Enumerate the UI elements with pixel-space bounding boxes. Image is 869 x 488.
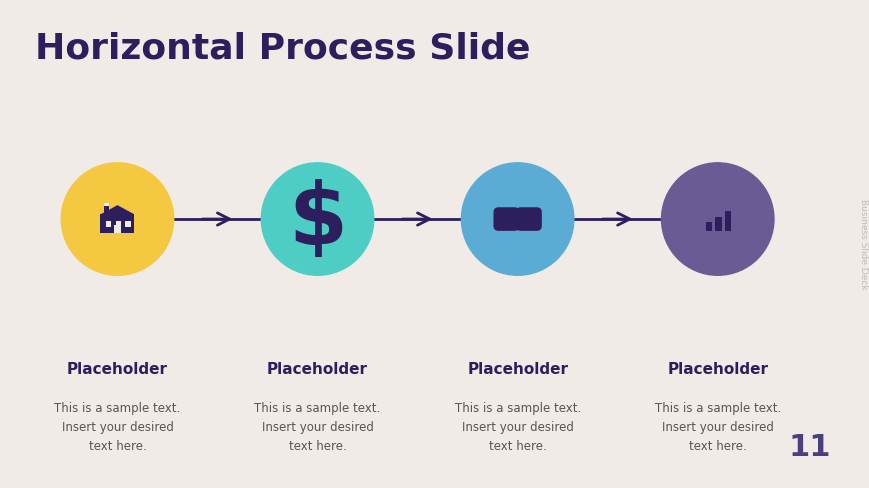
Text: Placeholder: Placeholder <box>67 361 168 376</box>
Circle shape <box>660 163 773 276</box>
Bar <box>513 218 521 222</box>
Bar <box>714 217 721 231</box>
Bar <box>116 222 121 227</box>
Bar <box>724 211 730 231</box>
Bar <box>100 215 135 233</box>
FancyBboxPatch shape <box>493 208 519 231</box>
Bar <box>103 204 109 206</box>
Text: This is a sample text.
Insert your desired
text here.: This is a sample text. Insert your desir… <box>653 402 780 452</box>
Bar <box>125 222 131 227</box>
Text: Business Slide Deck: Business Slide Deck <box>859 199 867 289</box>
Bar <box>105 222 111 227</box>
Text: 11: 11 <box>787 432 830 461</box>
Text: Horizontal Process Slide: Horizontal Process Slide <box>35 32 530 66</box>
Circle shape <box>261 163 374 276</box>
Bar <box>705 223 712 231</box>
Polygon shape <box>100 206 135 215</box>
Circle shape <box>461 163 574 276</box>
Text: This is a sample text.
Insert your desired
text here.: This is a sample text. Insert your desir… <box>54 402 181 452</box>
Circle shape <box>61 163 174 276</box>
Text: Placeholder: Placeholder <box>667 361 767 376</box>
Bar <box>103 203 109 215</box>
Text: Placeholder: Placeholder <box>467 361 567 376</box>
Text: $: $ <box>288 178 347 261</box>
FancyBboxPatch shape <box>515 208 541 231</box>
Text: This is a sample text.
Insert your desired
text here.: This is a sample text. Insert your desir… <box>454 402 580 452</box>
Text: Placeholder: Placeholder <box>267 361 368 376</box>
Bar <box>114 226 121 233</box>
Bar <box>114 207 117 215</box>
Polygon shape <box>521 218 534 222</box>
Text: This is a sample text.
Insert your desired
text here.: This is a sample text. Insert your desir… <box>254 402 381 452</box>
